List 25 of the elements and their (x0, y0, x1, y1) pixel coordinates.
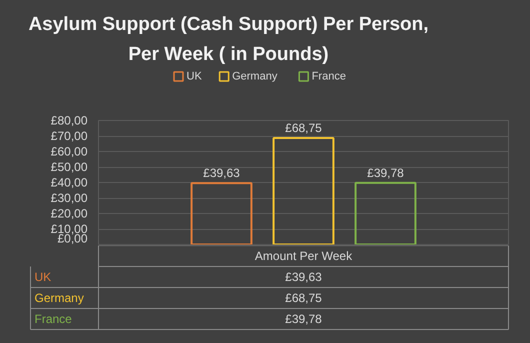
text: £39,78 (285, 312, 322, 326)
y-tick-label: £70,00 (50, 129, 88, 143)
text: £68,75 (285, 291, 322, 305)
y-tick-label: £60,00 (50, 144, 88, 158)
y-tick-label: £20,00 (50, 206, 88, 220)
data-label: £39,63 (203, 166, 240, 180)
y-tick-label: £10,00 (50, 222, 88, 236)
chart-title: Asylum Support (Cash Support) Per Person, Per Week ( in Pounds) (28, 14, 429, 65)
bar (272, 136, 334, 244)
text: Germany (34, 291, 84, 305)
data-label: £39,78 (367, 166, 404, 180)
y-tick-label: £40,00 (50, 176, 88, 190)
y-tick-label: £50,00 (50, 160, 88, 174)
text: UK (34, 270, 52, 284)
y-tick-label: £30,00 (50, 191, 88, 205)
legend-label: France (312, 70, 346, 82)
legend-label: UK (186, 70, 202, 82)
text: £39,63 (285, 270, 322, 284)
text: France (34, 312, 72, 326)
bar (190, 182, 252, 244)
y-tick-label: £80,00 (50, 114, 88, 128)
data-label: £68,75 (285, 120, 322, 135)
x-tick-label: Amount Per Week (254, 249, 354, 263)
bar (354, 182, 416, 244)
legend-label: Germany (232, 70, 278, 82)
